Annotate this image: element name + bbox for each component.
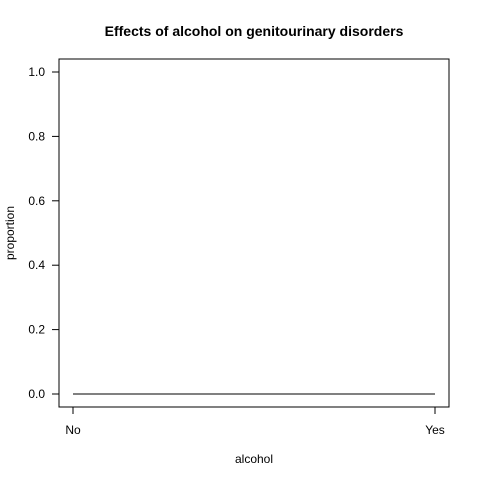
- x-tick-label: No: [65, 423, 81, 437]
- y-tick-label: 1.0: [28, 65, 45, 79]
- chart-title: Effects of alcohol on genitourinary diso…: [105, 23, 404, 39]
- y-axis-label: proportion: [3, 206, 17, 260]
- x-axis-label: alcohol: [235, 452, 273, 466]
- x-axis: No Yes: [65, 406, 445, 437]
- y-tick-label: 0.0: [28, 387, 45, 401]
- y-axis: 0.0 0.2 0.4 0.6 0.8 1.0: [28, 65, 60, 401]
- plot-frame: [58, 58, 450, 408]
- y-tick-label: 0.2: [28, 323, 45, 337]
- x-tick-label: Yes: [425, 423, 445, 437]
- y-tick-label: 0.6: [28, 194, 45, 208]
- y-tick-label: 0.4: [28, 258, 45, 272]
- y-tick-label: 0.8: [28, 129, 45, 143]
